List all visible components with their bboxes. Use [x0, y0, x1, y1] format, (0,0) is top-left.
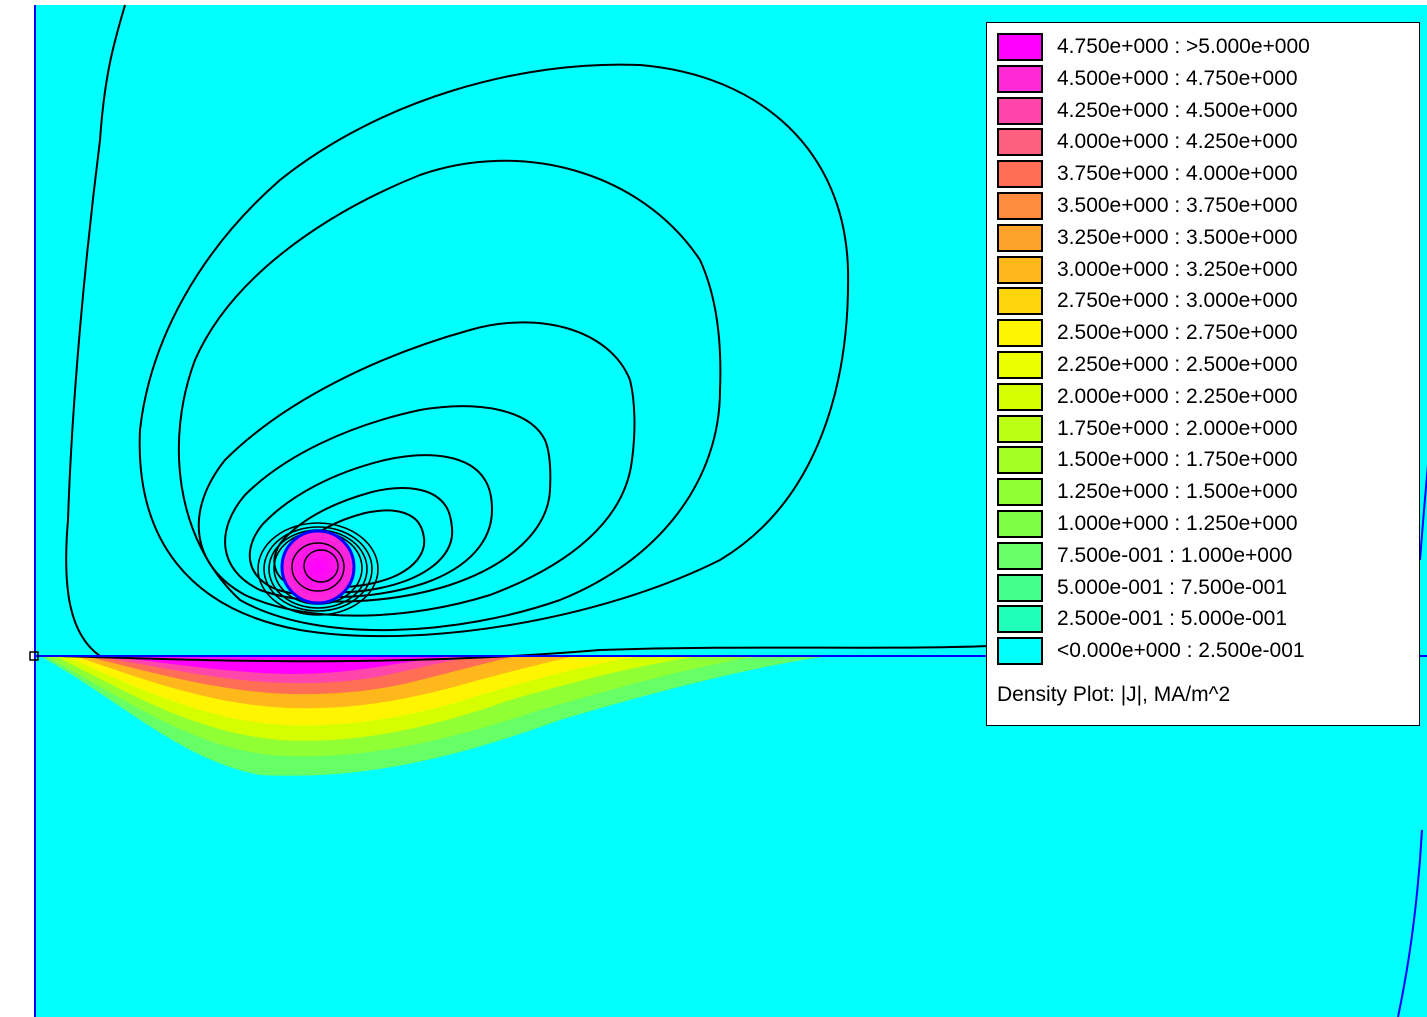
legend-swatch	[997, 287, 1043, 316]
legend-row: 3.000e+000 : 3.250e+000	[997, 254, 1298, 286]
legend-swatch	[997, 478, 1043, 507]
legend-swatch	[997, 382, 1043, 411]
legend-range-label: 2.500e+000 : 2.750e+000	[1057, 321, 1298, 345]
legend-row: 2.000e+000 : 2.250e+000	[997, 381, 1298, 413]
contour-line	[263, 526, 373, 612]
legend-range-label: 2.000e+000 : 2.250e+000	[1057, 384, 1298, 408]
legend-range-label: 1.000e+000 : 1.250e+000	[1057, 512, 1298, 535]
contour-line	[138, 63, 850, 638]
legend-swatch	[997, 33, 1043, 61]
legend-row: 7.500e-001 : 1.000e+000	[997, 540, 1292, 572]
legend-row: 1.750e+000 : 2.000e+000	[997, 413, 1298, 445]
legend-range-label: 2.500e-001 : 5.000e-001	[1057, 607, 1288, 631]
legend-row: 1.250e+000 : 1.500e+000	[997, 476, 1298, 508]
legend-range-label: 7.500e-001 : 1.000e+000	[1057, 543, 1293, 567]
legend-swatch	[997, 351, 1043, 379]
contour-line	[303, 549, 339, 583]
legend-swatch	[997, 446, 1043, 475]
legend-range-label: 1.250e+000 : 1.500e+000	[1057, 480, 1298, 504]
legend-swatch	[997, 64, 1043, 93]
legend-row: 4.500e+000 : 4.750e+000	[997, 63, 1298, 95]
contour-line	[257, 522, 379, 616]
legend-swatch	[997, 223, 1043, 252]
contour-line	[65, 4, 126, 657]
induced-current-region	[40, 656, 830, 776]
legend-swatch	[997, 255, 1043, 284]
contour-line	[197, 321, 636, 617]
legend-swatch	[997, 541, 1043, 570]
legend-swatch	[997, 573, 1043, 602]
legend-range-label: 4.750e+000 : >5.000e+000	[1057, 35, 1310, 58]
contour-line	[177, 159, 722, 632]
legend-range-label: 4.250e+000 : 4.500e+000	[1057, 98, 1298, 122]
legend-swatch	[997, 128, 1043, 157]
legend-swatch	[997, 319, 1043, 348]
legend-row: <0.000e+000 : 2.500e-001	[997, 635, 1305, 667]
legend-swatch	[997, 637, 1043, 666]
outer-boundary-arc-lower	[1397, 829, 1423, 1017]
legend-range-label: 3.500e+000 : 3.750e+000	[1057, 194, 1298, 217]
legend-range-label: <0.000e+000 : 2.500e-001	[1057, 639, 1305, 663]
legend-row: 1.000e+000 : 1.250e+000	[997, 508, 1298, 540]
legend-swatch	[997, 414, 1043, 443]
legend-row: 3.750e+000 : 4.000e+000	[997, 158, 1298, 190]
legend-row: 3.500e+000 : 3.750e+000	[997, 190, 1298, 222]
legend-range-label: 3.000e+000 : 3.250e+000	[1057, 257, 1298, 281]
legend-range-label: 1.750e+000 : 2.000e+000	[1057, 416, 1298, 440]
contour-lines	[59, 4, 991, 663]
legend-row: 2.250e+000 : 2.500e+000	[997, 349, 1298, 381]
legend-range-label: 2.750e+000 : 3.000e+000	[1057, 289, 1298, 313]
legend-range-label: 3.250e+000 : 3.500e+000	[1057, 225, 1298, 249]
legend-swatch	[997, 160, 1043, 189]
conductor[interactable]	[280, 529, 356, 605]
contour-line	[248, 454, 494, 599]
legend-row: 2.500e-001 : 5.000e-001	[997, 603, 1287, 635]
legend-row: 2.750e+000 : 3.000e+000	[997, 285, 1298, 317]
legend-range-label: 5.000e-001 : 7.500e-001	[1057, 575, 1288, 599]
legend-row: 5.000e-001 : 7.500e-001	[997, 572, 1287, 604]
contour-line	[59, 645, 991, 663]
legend: 4.750e+000 : >5.000e+000 4.500e+000 : 4.7…	[986, 22, 1420, 726]
node-marker[interactable]	[29, 651, 39, 661]
conductor-inner-contours	[291, 542, 345, 592]
legend-row: 4.250e+000 : 4.500e+000	[997, 95, 1298, 127]
legend-swatch	[997, 192, 1043, 220]
legend-row: 3.250e+000 : 3.500e+000	[997, 222, 1298, 254]
legend-swatch	[997, 605, 1043, 634]
legend-range-label: 2.250e+000 : 2.500e+000	[1057, 353, 1298, 376]
legend-row: 4.000e+000 : 4.250e+000	[997, 126, 1298, 158]
legend-range-label: 4.000e+000 : 4.250e+000	[1057, 130, 1298, 154]
legend-range-label: 4.500e+000 : 4.750e+000	[1057, 66, 1298, 90]
legend-row: 1.500e+000 : 1.750e+000	[997, 444, 1298, 476]
legend-row: 4.750e+000 : >5.000e+000	[997, 31, 1310, 63]
legend-range-label: 1.500e+000 : 1.750e+000	[1057, 448, 1298, 472]
legend-swatch	[997, 96, 1043, 125]
contour-line	[224, 405, 552, 603]
legend-range-label: 3.750e+000 : 4.000e+000	[1057, 162, 1298, 186]
legend-caption: Density Plot: |J|, MA/m^2	[997, 683, 1231, 706]
contour-line	[291, 542, 345, 592]
legend-row: 2.500e+000 : 2.750e+000	[997, 317, 1298, 349]
legend-swatch	[997, 510, 1043, 538]
